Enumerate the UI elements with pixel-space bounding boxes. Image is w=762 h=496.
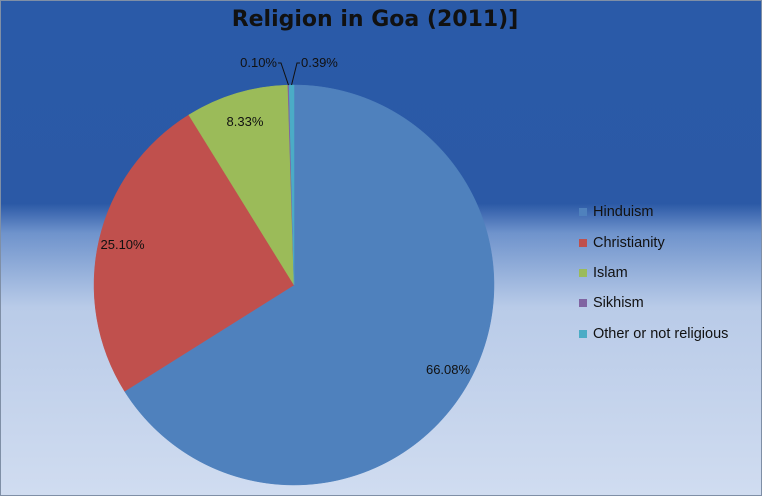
legend-item-sikhism: Sikhism	[579, 288, 728, 318]
legend-label: Sikhism	[593, 295, 644, 312]
legend-item-hinduism: Hinduism	[579, 197, 728, 227]
legend-item-christianity: Christianity	[579, 227, 728, 257]
chart-title: Religion in Goa (2011)]	[231, 7, 519, 32]
legend-item-islam: Islam	[579, 258, 728, 288]
legend-label: Other or not religious	[593, 325, 729, 342]
pie-slice-christianity	[93, 114, 295, 392]
legend-swatch	[579, 238, 587, 247]
data-label-sikhism: 0.10%	[240, 55, 277, 70]
legend-swatch	[579, 299, 587, 308]
legend-swatch	[579, 329, 587, 338]
legend-swatch	[579, 208, 587, 217]
legend: Hinduism Christianity Islam Sikhism Other or…	[579, 197, 728, 349]
data-label-other-or-not-religious: 0.39%	[301, 55, 338, 70]
data-label-christianity: 25.10%	[101, 237, 146, 252]
legend-label: Christianity	[593, 234, 665, 251]
leader-line-sikhism	[278, 62, 289, 86]
pie-slice-islam	[188, 84, 295, 286]
data-label-hinduism: 66.08%	[426, 362, 471, 377]
legend-label: Hinduism	[593, 204, 654, 221]
leader-line-other-or-not-religious	[291, 62, 300, 86]
pie-slice-hinduism	[124, 84, 495, 486]
legend-item-other-or-not-religious: Other or not religious	[579, 319, 728, 349]
legend-label: Islam	[593, 264, 628, 281]
legend-swatch	[579, 268, 587, 277]
data-label-islam: 8.33%	[227, 114, 264, 129]
